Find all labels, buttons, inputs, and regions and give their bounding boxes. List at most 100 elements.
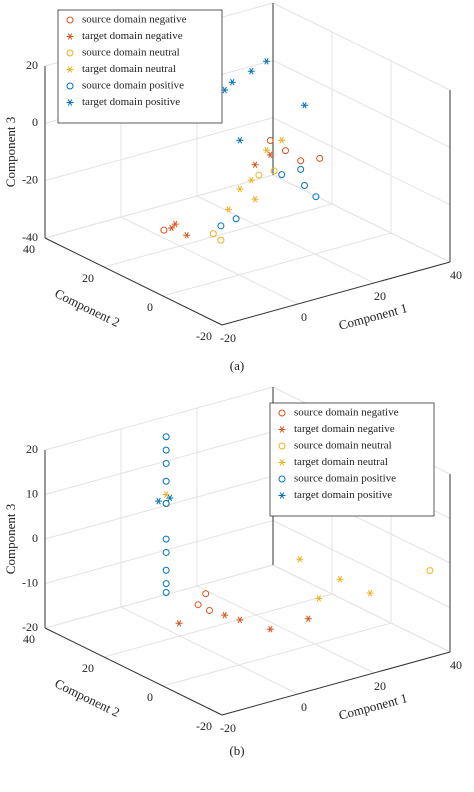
marker	[228, 78, 236, 86]
x-tick-label: 0	[301, 700, 307, 714]
legend-marker	[278, 475, 286, 483]
legend-label: target domain negative	[294, 423, 395, 435]
grid-line	[272, 2, 451, 91]
marker	[247, 67, 255, 75]
grid-line	[44, 174, 274, 239]
marker	[426, 567, 434, 575]
grid-line	[272, 520, 451, 608]
grid-line	[162, 622, 392, 687]
marker	[263, 57, 270, 65]
marker	[316, 154, 324, 162]
marker	[251, 161, 259, 169]
axis-line	[44, 237, 223, 326]
marker	[162, 446, 170, 454]
marker	[255, 171, 263, 179]
grid-line	[44, 564, 274, 629]
marker	[162, 500, 170, 507]
y-tick-label: -20	[196, 719, 212, 733]
marker	[266, 137, 274, 144]
y-tick-label: 40	[23, 242, 35, 256]
marker	[247, 176, 255, 184]
x-tick-label: -20	[220, 721, 236, 735]
marker	[162, 459, 170, 467]
legend-marker	[278, 459, 286, 466]
x-tick-label: 20	[374, 679, 386, 693]
grid-line	[120, 216, 299, 305]
grid-line	[162, 232, 392, 297]
z-tick-label: 0	[32, 531, 38, 545]
x-tick-label: 40	[450, 658, 462, 672]
marker	[278, 171, 286, 179]
grid-line	[44, 117, 274, 182]
grid-line	[196, 195, 375, 284]
marker	[206, 606, 213, 614]
legend-label: source domain positive	[82, 80, 184, 92]
marker	[162, 589, 170, 596]
marker	[171, 220, 179, 228]
grid-line	[103, 203, 333, 268]
legend-label: source domain negative	[294, 407, 399, 419]
legend-box	[269, 402, 435, 517]
x-tick-label: -20	[220, 331, 236, 345]
z-tick-label: 0	[32, 115, 38, 129]
grid-line	[44, 386, 274, 451]
x-tick-label: 40	[450, 268, 462, 282]
caption: (a)	[230, 358, 244, 373]
marker	[301, 101, 308, 109]
marker	[162, 566, 170, 574]
z-tick-label: -20	[22, 172, 38, 186]
legend-marker	[66, 66, 74, 73]
axis-line	[44, 627, 223, 716]
legend-label: target domain positive	[82, 96, 180, 108]
marker	[296, 555, 304, 563]
legend-label: target domain neutral	[294, 456, 388, 468]
y-axis-label: Component 2	[52, 286, 122, 330]
legend-marker	[66, 49, 74, 57]
marker	[175, 620, 183, 627]
marker	[162, 433, 170, 441]
grid-line	[196, 585, 375, 674]
legend-marker	[278, 426, 286, 433]
legend-box	[57, 9, 223, 124]
marker	[232, 215, 240, 223]
legend-label: source domain neutral	[82, 47, 180, 59]
marker	[304, 615, 312, 623]
marker	[162, 548, 170, 556]
z-axis-label: Component 3	[3, 117, 18, 187]
marker	[236, 137, 244, 144]
legend-marker	[278, 409, 286, 417]
legend-label: source domain positive	[294, 473, 396, 485]
axis-line	[221, 261, 451, 326]
grid-line	[44, 475, 274, 540]
marker	[366, 589, 374, 597]
marker	[297, 165, 305, 173]
grid-line	[44, 431, 274, 495]
z-tick-label: 20	[26, 58, 38, 72]
marker	[217, 222, 225, 230]
legend-label: target domain negative	[82, 30, 183, 42]
axis-line	[221, 651, 451, 716]
legend-marker	[66, 99, 74, 106]
marker	[202, 590, 210, 598]
marker	[225, 206, 232, 213]
z-tick-label: 20	[26, 442, 38, 456]
marker	[278, 136, 286, 144]
legend-marker	[66, 16, 74, 24]
marker	[236, 616, 244, 624]
x-axis-label: Component 1	[337, 690, 409, 723]
marker	[162, 477, 170, 485]
marker	[194, 601, 202, 609]
legend-marker	[278, 442, 286, 450]
legend-marker	[66, 82, 74, 90]
marker	[266, 151, 274, 159]
legend-label: source domain neutral	[294, 440, 392, 452]
grid-line	[120, 606, 299, 695]
legend-marker	[66, 33, 74, 40]
z-axis-label: Component 3	[3, 504, 18, 574]
marker	[297, 157, 305, 165]
marker	[183, 231, 191, 239]
y-tick-label: 0	[147, 690, 153, 704]
grid-line	[103, 593, 333, 658]
legend-marker	[278, 492, 286, 499]
